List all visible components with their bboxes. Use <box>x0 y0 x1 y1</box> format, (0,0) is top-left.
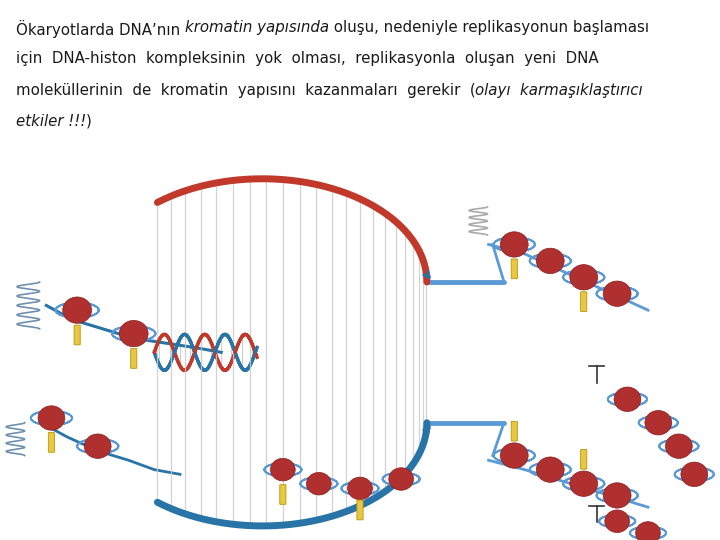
Circle shape <box>603 281 631 306</box>
Text: ): ) <box>86 114 92 129</box>
FancyBboxPatch shape <box>580 449 587 469</box>
Circle shape <box>500 232 528 257</box>
Circle shape <box>636 522 660 540</box>
Circle shape <box>348 477 372 500</box>
FancyBboxPatch shape <box>511 259 518 279</box>
FancyBboxPatch shape <box>280 484 286 504</box>
Circle shape <box>271 458 295 481</box>
Circle shape <box>605 510 629 532</box>
Circle shape <box>614 387 641 411</box>
Circle shape <box>603 483 631 508</box>
Text: oluşu, nedeniyle replikasyonun başlaması: oluşu, nedeniyle replikasyonun başlaması <box>329 20 649 35</box>
Circle shape <box>307 472 331 495</box>
Text: etkiler !!!: etkiler !!! <box>16 114 86 129</box>
Circle shape <box>536 457 564 482</box>
Text: Ökaryotlarda DNA’nın: Ökaryotlarda DNA’nın <box>16 20 185 38</box>
Circle shape <box>645 410 672 435</box>
Circle shape <box>665 434 692 458</box>
Text: moleküllerinin  de  kromatin  yapısını  kazanmaları  gerekir  (: moleküllerinin de kromatin yapısını kaza… <box>16 83 475 98</box>
Circle shape <box>536 248 564 274</box>
Circle shape <box>500 443 528 468</box>
Circle shape <box>63 297 91 323</box>
Circle shape <box>120 320 148 347</box>
Circle shape <box>570 471 598 496</box>
Text: kromatin yapısında: kromatin yapısında <box>185 20 329 35</box>
Circle shape <box>38 406 65 430</box>
FancyBboxPatch shape <box>357 500 363 520</box>
FancyBboxPatch shape <box>580 292 587 312</box>
Circle shape <box>84 434 111 458</box>
FancyBboxPatch shape <box>48 433 55 453</box>
Text: olayı  karmaşıklaştırıcı: olayı karmaşıklaştırıcı <box>475 83 643 98</box>
Circle shape <box>389 468 413 490</box>
Circle shape <box>681 462 708 487</box>
Circle shape <box>570 265 598 290</box>
FancyBboxPatch shape <box>74 325 80 345</box>
FancyBboxPatch shape <box>130 349 137 368</box>
Text: için  DNA-histon  kompleksinin  yok  olması,  replikasyonla  oluşan  yeni  DNA: için DNA-histon kompleksinin yok olması,… <box>16 51 598 66</box>
FancyBboxPatch shape <box>511 421 518 441</box>
